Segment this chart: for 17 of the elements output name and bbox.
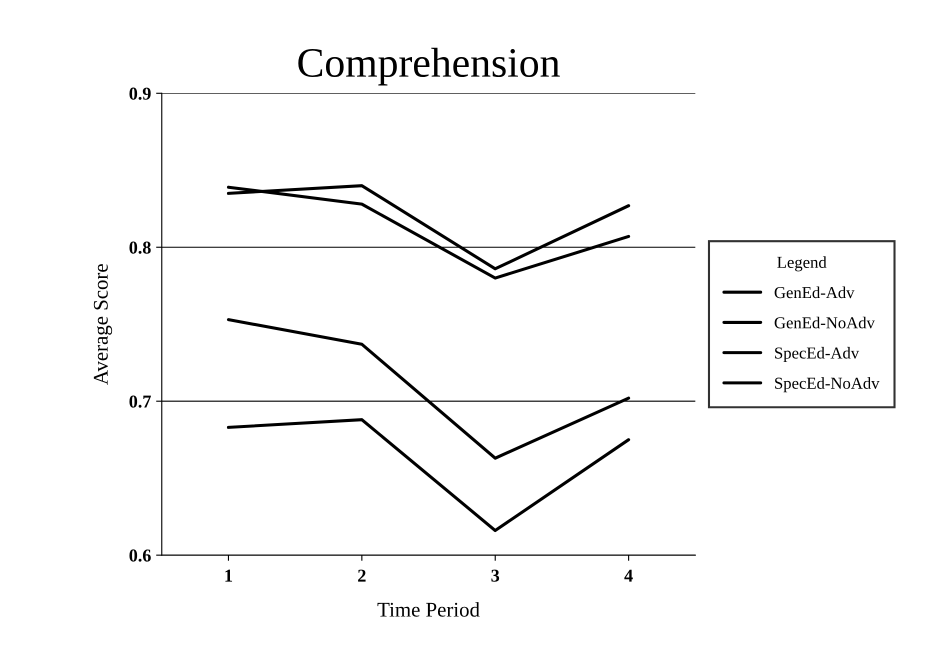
y-tick-label: 0.6 (129, 549, 151, 562)
legend-label: SpecEd-Adv (775, 346, 860, 362)
x-tick-label: 3 (491, 570, 500, 582)
x-tick-label: 1 (225, 570, 232, 582)
x-axis-title: Time Period (378, 602, 480, 617)
legend-label: SpecEd-NoAdv (775, 377, 880, 392)
y-tick-label: 0.7 (129, 395, 151, 408)
legend-title: Legend (777, 256, 827, 272)
y-tick-label: 0.8 (129, 242, 151, 254)
legend-label: GenEd-Adv (774, 286, 855, 298)
y-tick-label: 0.9 (129, 88, 151, 100)
x-tick-label: 4 (624, 570, 633, 582)
legend-label: GenEd-NoAdv (774, 316, 875, 328)
chart-title: Comprehension (298, 48, 560, 86)
x-tick-label: 2 (358, 570, 366, 582)
line-series (226, 418, 630, 532)
y-axis-title: Average Score (94, 264, 112, 385)
